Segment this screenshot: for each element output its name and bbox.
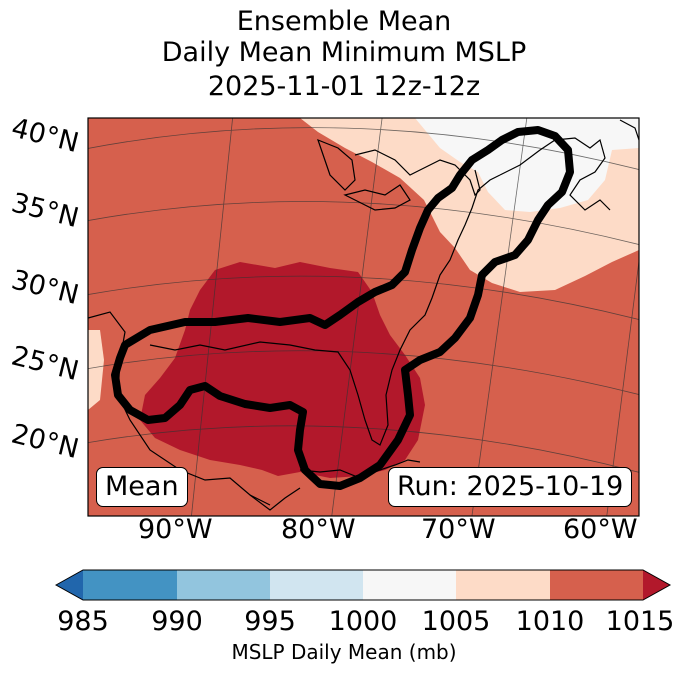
map-frame: [87, 117, 640, 517]
title-line-1: Ensemble Mean: [236, 6, 452, 37]
colorbar-label: MSLP Daily Mean (mb): [231, 640, 457, 664]
cb-seg-995-1000: [270, 570, 363, 600]
mean-label-box: Mean: [96, 467, 188, 507]
lon-label-70: 70°W: [421, 514, 496, 545]
cb-seg-1005-1010: [456, 570, 550, 600]
title-line-3: 2025-11-01 12z-12z: [207, 71, 481, 102]
run-date-box: Run: 2025-10-19: [388, 467, 633, 507]
cb-seg-985-990: [83, 570, 177, 600]
cb-tick-1000: 1000: [328, 606, 398, 637]
cb-tick-995: 995: [244, 606, 296, 637]
cb-tick-985: 985: [57, 606, 109, 637]
cb-seg-1000-1005: [363, 570, 456, 600]
lon-label-80: 80°W: [281, 514, 356, 545]
contour-line: [111, 126, 574, 490]
cb-seg-990-995: [177, 570, 270, 600]
field-1000-1005: [415, 118, 639, 212]
cb-tick-1015: 1015: [605, 606, 675, 637]
lon-label-90: 90°W: [138, 514, 213, 545]
cb-extend-low: [56, 570, 83, 600]
cb-tick-1010: 1010: [515, 606, 585, 637]
lon-label-60: 60°W: [563, 514, 638, 545]
graticule: [88, 118, 639, 516]
cb-tick-990: 990: [151, 606, 203, 637]
colorbar: [54, 569, 672, 601]
field-1005-1010-west: [88, 330, 104, 410]
cb-outline: [54, 569, 672, 601]
cb-extend-high: [643, 570, 670, 600]
cb-tick-1005: 1005: [421, 606, 491, 637]
cb-seg-1010-1015: [550, 570, 643, 600]
title-line-2: Daily Mean Minimum MSLP: [161, 37, 527, 68]
field-gt1015: [140, 262, 425, 478]
